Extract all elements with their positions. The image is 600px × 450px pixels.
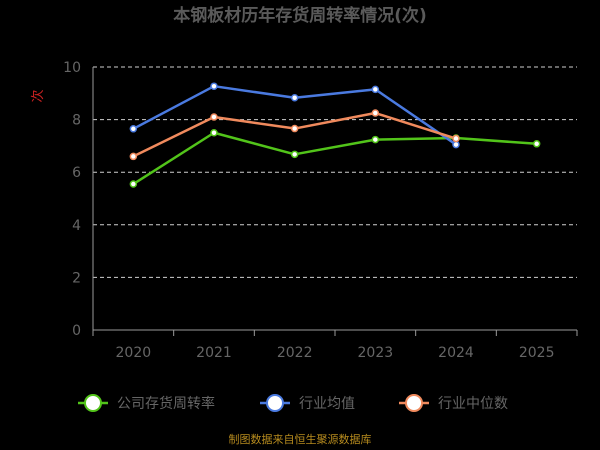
- legend-label: 行业均值: [299, 396, 355, 412]
- data-point: [129, 152, 138, 161]
- x-tick-label: 2021: [196, 345, 232, 361]
- x-tick-label: 2022: [277, 345, 313, 361]
- series-lines: [129, 82, 541, 188]
- data-point: [210, 129, 218, 137]
- series-line-0: [132, 131, 537, 186]
- data-point: [371, 109, 380, 117]
- data-point: [129, 125, 138, 133]
- data-point: [129, 180, 138, 188]
- legend-label: 行业中位数: [438, 396, 508, 412]
- axes: 0 2 4 6 8 10 2020 2021 2022 2023 2024 2025: [63, 60, 578, 361]
- legend-item[interactable]: 公司存货周转率: [78, 394, 215, 412]
- data-point: [532, 140, 541, 148]
- data-point: [210, 82, 218, 90]
- y-tick-label: 4: [72, 218, 81, 234]
- legend-marker: [405, 394, 423, 412]
- data-point: [210, 113, 218, 121]
- data-point: [371, 135, 380, 144]
- data-point: [290, 150, 299, 159]
- x-tick-label: 2023: [358, 345, 394, 361]
- chart-title: 本钢板材历年存货周转率情况(次): [173, 5, 427, 26]
- data-point: [452, 140, 460, 149]
- x-tick-label: 2025: [519, 345, 555, 361]
- legend-item[interactable]: 行业中位数: [399, 394, 508, 412]
- legend-item[interactable]: 行业均值: [260, 394, 355, 412]
- grid-lines: [93, 66, 577, 278]
- y-tick-label: 8: [72, 113, 81, 129]
- y-tick-label: 6: [72, 165, 81, 181]
- y-tick-label: 0: [72, 323, 81, 339]
- y-tick-label: 10: [63, 60, 81, 76]
- data-point: [371, 85, 380, 94]
- legend-marker: [84, 394, 102, 412]
- legend-label: 公司存货周转率: [117, 395, 215, 412]
- series-line-2: [132, 111, 457, 158]
- source-note: 制图数据来自恒生聚源数据库: [229, 432, 372, 446]
- data-point: [452, 134, 460, 143]
- legend: 公司存货周转率 行业均值 行业中位数: [78, 394, 508, 412]
- legend-marker: [266, 394, 284, 412]
- y-tick-label: 2: [72, 270, 81, 286]
- data-point: [290, 94, 299, 102]
- y-axis-label: 次: [30, 89, 46, 102]
- x-tick-label: 2024: [438, 345, 474, 361]
- x-tick-label: 2020: [116, 345, 152, 361]
- data-point: [290, 124, 299, 133]
